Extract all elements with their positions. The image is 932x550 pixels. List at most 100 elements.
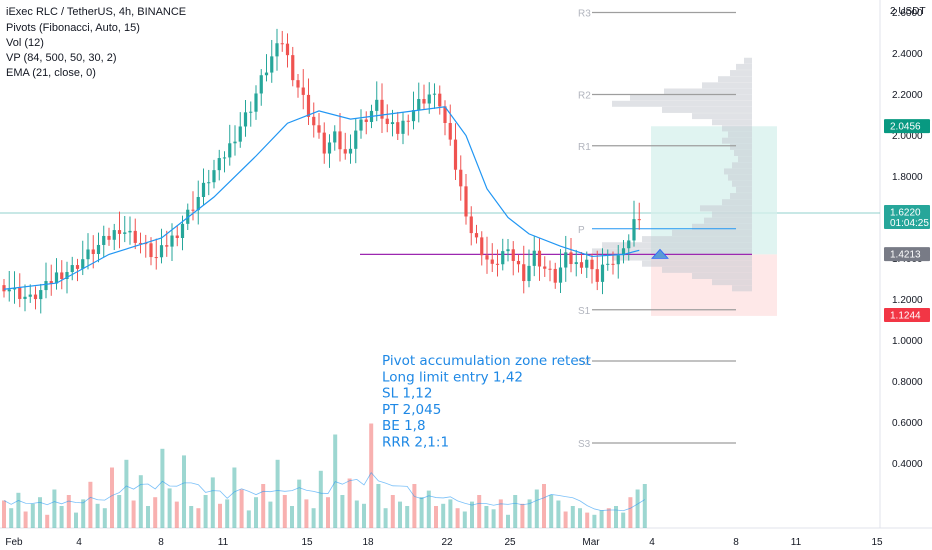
candle-body	[7, 289, 11, 292]
volume-profile-bar	[692, 223, 752, 230]
candle-body	[422, 99, 426, 104]
volume-bar	[38, 497, 42, 528]
volume-bar	[491, 509, 496, 528]
volume-profile-bar	[692, 113, 752, 120]
volume-bar	[326, 497, 330, 528]
volume-bar	[153, 497, 158, 528]
candle-body	[385, 118, 389, 125]
candle-body	[401, 120, 405, 134]
price-tick-label: 1.2000	[892, 295, 923, 306]
candle-body	[438, 93, 442, 107]
volume-bar	[628, 497, 633, 528]
volume-profile-bar	[730, 193, 752, 200]
volume-profile-bar	[732, 285, 752, 292]
candle-body	[207, 182, 211, 184]
volume-profile-bar	[734, 150, 752, 156]
price-tick-label: 0.6000	[892, 418, 923, 429]
candle-body	[621, 248, 626, 256]
pivot-label-s2: S2	[578, 357, 591, 368]
volume-bar	[441, 503, 446, 528]
candle-body	[464, 186, 468, 217]
candle-body	[553, 268, 557, 283]
price-tick-label: 0.4000	[892, 459, 923, 470]
candle-body	[285, 43, 290, 56]
candle-body	[406, 120, 410, 122]
candle-body	[564, 252, 568, 268]
candle-body	[327, 142, 332, 154]
candle-body	[18, 287, 22, 299]
time-tick-label: Feb	[5, 537, 23, 548]
countdown-label: 01:04:25	[890, 218, 929, 229]
candle-body	[270, 56, 274, 73]
volume-profile-bar	[642, 236, 752, 243]
candle-body	[28, 294, 32, 297]
volume-bar	[534, 489, 539, 528]
indicator-vol[interactable]: Vol (12)	[6, 37, 44, 49]
volume-profile-bar	[712, 279, 752, 286]
volume-bar	[261, 484, 266, 528]
indicator-pivots[interactable]: Pivots (Fibonacci, Auto, 15)	[6, 22, 140, 34]
pivot-label-r3: R3	[578, 9, 591, 20]
volume-bar	[117, 495, 122, 528]
volume-bar	[74, 512, 78, 528]
volume-profile-bar	[730, 143, 752, 150]
volume-bar	[311, 508, 316, 528]
volume-bar	[434, 506, 438, 528]
candle-body	[522, 264, 526, 282]
candle-body	[469, 216, 473, 234]
volume-bar	[513, 495, 518, 528]
candle-body	[117, 230, 122, 234]
candle-body	[191, 209, 195, 211]
volume-bar	[290, 506, 294, 528]
candle-body	[527, 265, 531, 282]
pivot-label-s3: S3	[578, 439, 591, 450]
candle-body	[627, 240, 631, 249]
volume-bar	[498, 499, 503, 528]
volume-profile-bar	[730, 70, 752, 77]
indicator-vp[interactable]: VP (84, 500, 50, 30, 2)	[6, 52, 117, 64]
volume-bar	[398, 501, 402, 528]
volume-bar	[102, 508, 107, 528]
volume-bar	[2, 500, 6, 528]
volume-bar	[484, 506, 489, 528]
volume-bar	[189, 506, 194, 528]
candle-body	[417, 99, 421, 111]
volume-bar	[599, 510, 604, 528]
volume-bar	[570, 506, 575, 528]
volume-bar	[146, 506, 150, 528]
volume-bar	[369, 423, 374, 528]
time-tick-label: 18	[362, 537, 374, 548]
candle-body	[254, 93, 258, 112]
candle-body	[222, 157, 227, 159]
candle-body	[54, 272, 59, 284]
candle-body	[459, 169, 463, 187]
volume-bar	[268, 501, 273, 528]
volume-bar	[232, 467, 237, 528]
volume-profile-bar	[724, 168, 752, 175]
candle-body	[149, 243, 153, 258]
candle-body	[312, 116, 316, 126]
time-tick-label: 8	[733, 537, 739, 548]
volume-bar	[419, 497, 424, 528]
volume-bar	[95, 503, 100, 528]
volume-bar	[218, 503, 222, 528]
volume-bar	[182, 455, 186, 528]
candle-body	[390, 122, 395, 125]
volume-bar	[318, 470, 323, 528]
volume-bar	[131, 500, 136, 528]
candle-body	[375, 99, 379, 111]
indicator-ema[interactable]: EMA (21, close, 0)	[6, 67, 96, 79]
volume-profile-bar	[630, 94, 752, 101]
candle-body	[238, 126, 242, 142]
pivot-label-r2: R2	[578, 91, 591, 102]
volume-bar	[9, 508, 14, 528]
candle-body	[595, 269, 599, 282]
volume-bar	[563, 511, 568, 528]
volume-bar	[66, 495, 71, 528]
volume-profile-bar	[712, 211, 752, 218]
volume-profile-bar	[722, 137, 752, 144]
candle-body	[380, 99, 384, 119]
annotation-line: PT 2,045	[382, 402, 441, 418]
volume-bar	[606, 508, 611, 528]
